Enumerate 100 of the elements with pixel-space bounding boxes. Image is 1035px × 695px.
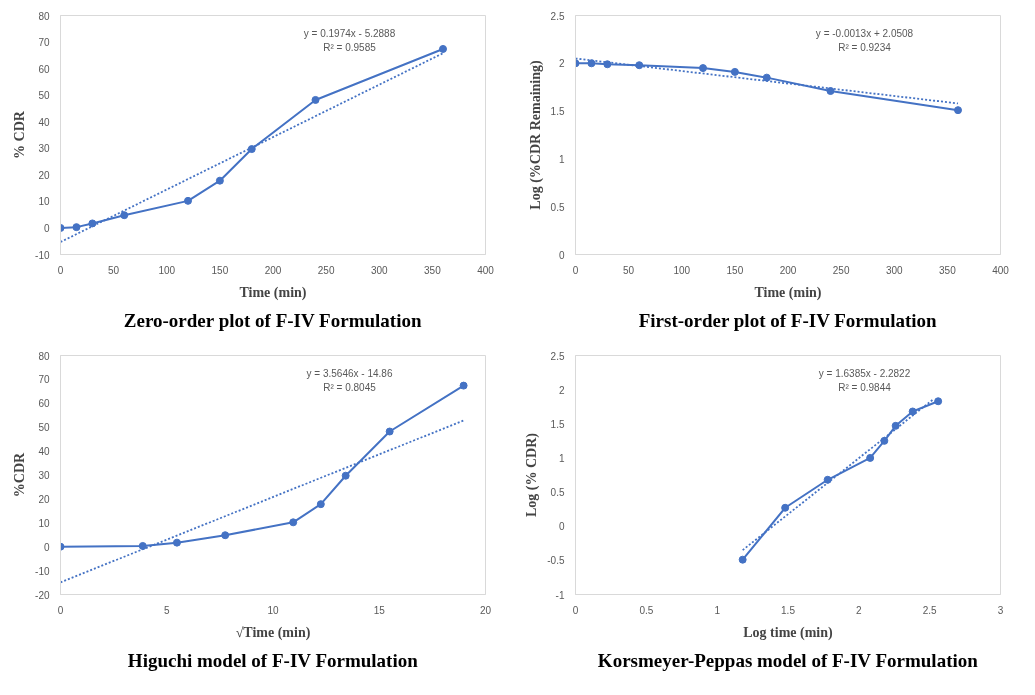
x-tick-label: 300 [370, 264, 389, 276]
point [826, 87, 835, 96]
annotation: y = 3.5646x - 14.86 [306, 368, 393, 380]
y-tick-label: 0 [43, 541, 50, 553]
text: First-order plot of F-IV Formulation [638, 309, 938, 331]
x-tick-label: 400 [477, 264, 495, 276]
point [699, 64, 707, 73]
x-tick-label: 400 [992, 264, 1010, 276]
x-axis-title: Time (min) [754, 284, 822, 301]
text: Zero-order plot of F-IV Formulation [123, 309, 422, 331]
point [635, 61, 644, 70]
point [311, 95, 320, 104]
x-tick-label: 15 [373, 604, 386, 616]
point [215, 176, 224, 185]
x-tick-label: 5 [163, 604, 170, 616]
y-tick-label: 0.5 [550, 487, 565, 499]
point [866, 453, 875, 462]
point [88, 219, 97, 228]
y-axis-title: %CDR [12, 451, 28, 498]
x-tick-label: 2 [856, 604, 863, 616]
y-tick-label: 70 [38, 37, 50, 49]
point [891, 421, 900, 430]
point [316, 500, 325, 509]
x-tick-label: 250 [317, 264, 335, 276]
point [247, 145, 256, 154]
y-tick-label: -20 [35, 589, 50, 601]
point [72, 223, 81, 232]
y-tick-label: 0.5 [550, 201, 565, 213]
y-axis-title: Log (%CDR Remaining) [527, 60, 544, 210]
point [341, 471, 350, 480]
y-tick-label: 80 [38, 10, 50, 22]
x-tick-label: 350 [424, 264, 442, 276]
x-tick-label: 3 [997, 604, 1004, 616]
y-tick-label: 2 [558, 58, 565, 70]
point [603, 60, 612, 69]
point [738, 555, 747, 564]
y-tick-label: 50 [38, 90, 50, 102]
x-tick-label: 0 [57, 264, 64, 276]
y-tick-label: 1 [558, 452, 565, 464]
x-tick-label: 0.5 [639, 604, 654, 616]
x-tick-label: 300 [885, 264, 904, 276]
annotation: R² = 0.9844 [838, 381, 892, 393]
x-tick-label: 0 [57, 604, 64, 616]
x-tick-label: 0 [572, 604, 579, 616]
x-tick-label: 50 [623, 264, 635, 276]
y-tick-label: 2.5 [550, 10, 565, 22]
point [184, 196, 192, 205]
y-tick-label: 50 [38, 422, 50, 434]
x-tick-label: 150 [726, 264, 744, 276]
annotation: R² = 0.9585 [323, 41, 377, 53]
x-tick-label: 250 [832, 264, 850, 276]
y-tick-label: 30 [38, 143, 50, 155]
x-tick-label: 350 [939, 264, 957, 276]
y-axis-title: % CDR [12, 110, 28, 159]
y-axis-title: Log (% CDR) [524, 432, 541, 517]
y-tick-label: 20 [38, 493, 50, 505]
y-tick-label: 0 [558, 249, 565, 261]
x-axis-title: √Time (min) [235, 624, 311, 641]
annotation: y = -0.0013x + 2.0508 [815, 28, 914, 40]
annotation: R² = 0.8045 [323, 381, 377, 393]
x-tick-label: 10 [267, 604, 279, 616]
annotation: R² = 0.9234 [838, 41, 892, 53]
y-tick-label: -1 [555, 589, 565, 601]
y-tick-label: 10 [38, 196, 50, 208]
point [954, 106, 962, 115]
point [934, 397, 943, 406]
point [587, 59, 596, 68]
y-tick-label: 2 [558, 384, 565, 396]
y-tick-label: 10 [38, 517, 50, 529]
y-tick-label: 0 [43, 222, 50, 234]
x-tick-label: 2.5 [922, 604, 938, 616]
x-tick-label: 100 [158, 264, 176, 276]
y-tick-label: 1.5 [550, 418, 565, 430]
y-tick-label: 80 [38, 350, 50, 362]
point [385, 427, 394, 436]
x-axis-title: Time (min) [239, 284, 307, 301]
y-tick-label: 0 [558, 521, 565, 533]
point [730, 67, 739, 76]
y-tick-label: 70 [38, 374, 50, 386]
point [762, 73, 771, 82]
point [172, 538, 181, 547]
point [823, 475, 832, 484]
text: Korsmeyer-Peppas model of F-IV Formulation [597, 649, 979, 671]
annotation: y = 1.6385x - 2.2822 [818, 368, 911, 380]
y-tick-label: -0.5 [547, 555, 565, 567]
point [138, 541, 147, 550]
y-tick-label: 60 [38, 398, 50, 410]
point [908, 407, 917, 416]
point [781, 503, 790, 512]
y-tick-label: 20 [38, 169, 50, 181]
point [459, 381, 468, 390]
y-tick-label: 30 [38, 470, 50, 481]
x-tick-label: 150 [211, 264, 229, 276]
x-tick-label: 50 [108, 264, 120, 276]
y-tick-label: 40 [38, 116, 50, 128]
x-tick-label: 1 [714, 604, 721, 616]
point [439, 44, 447, 53]
x-tick-label: 1.5 [781, 604, 796, 616]
x-tick-label: 0 [572, 264, 579, 276]
x-tick-label: 100 [673, 264, 691, 276]
